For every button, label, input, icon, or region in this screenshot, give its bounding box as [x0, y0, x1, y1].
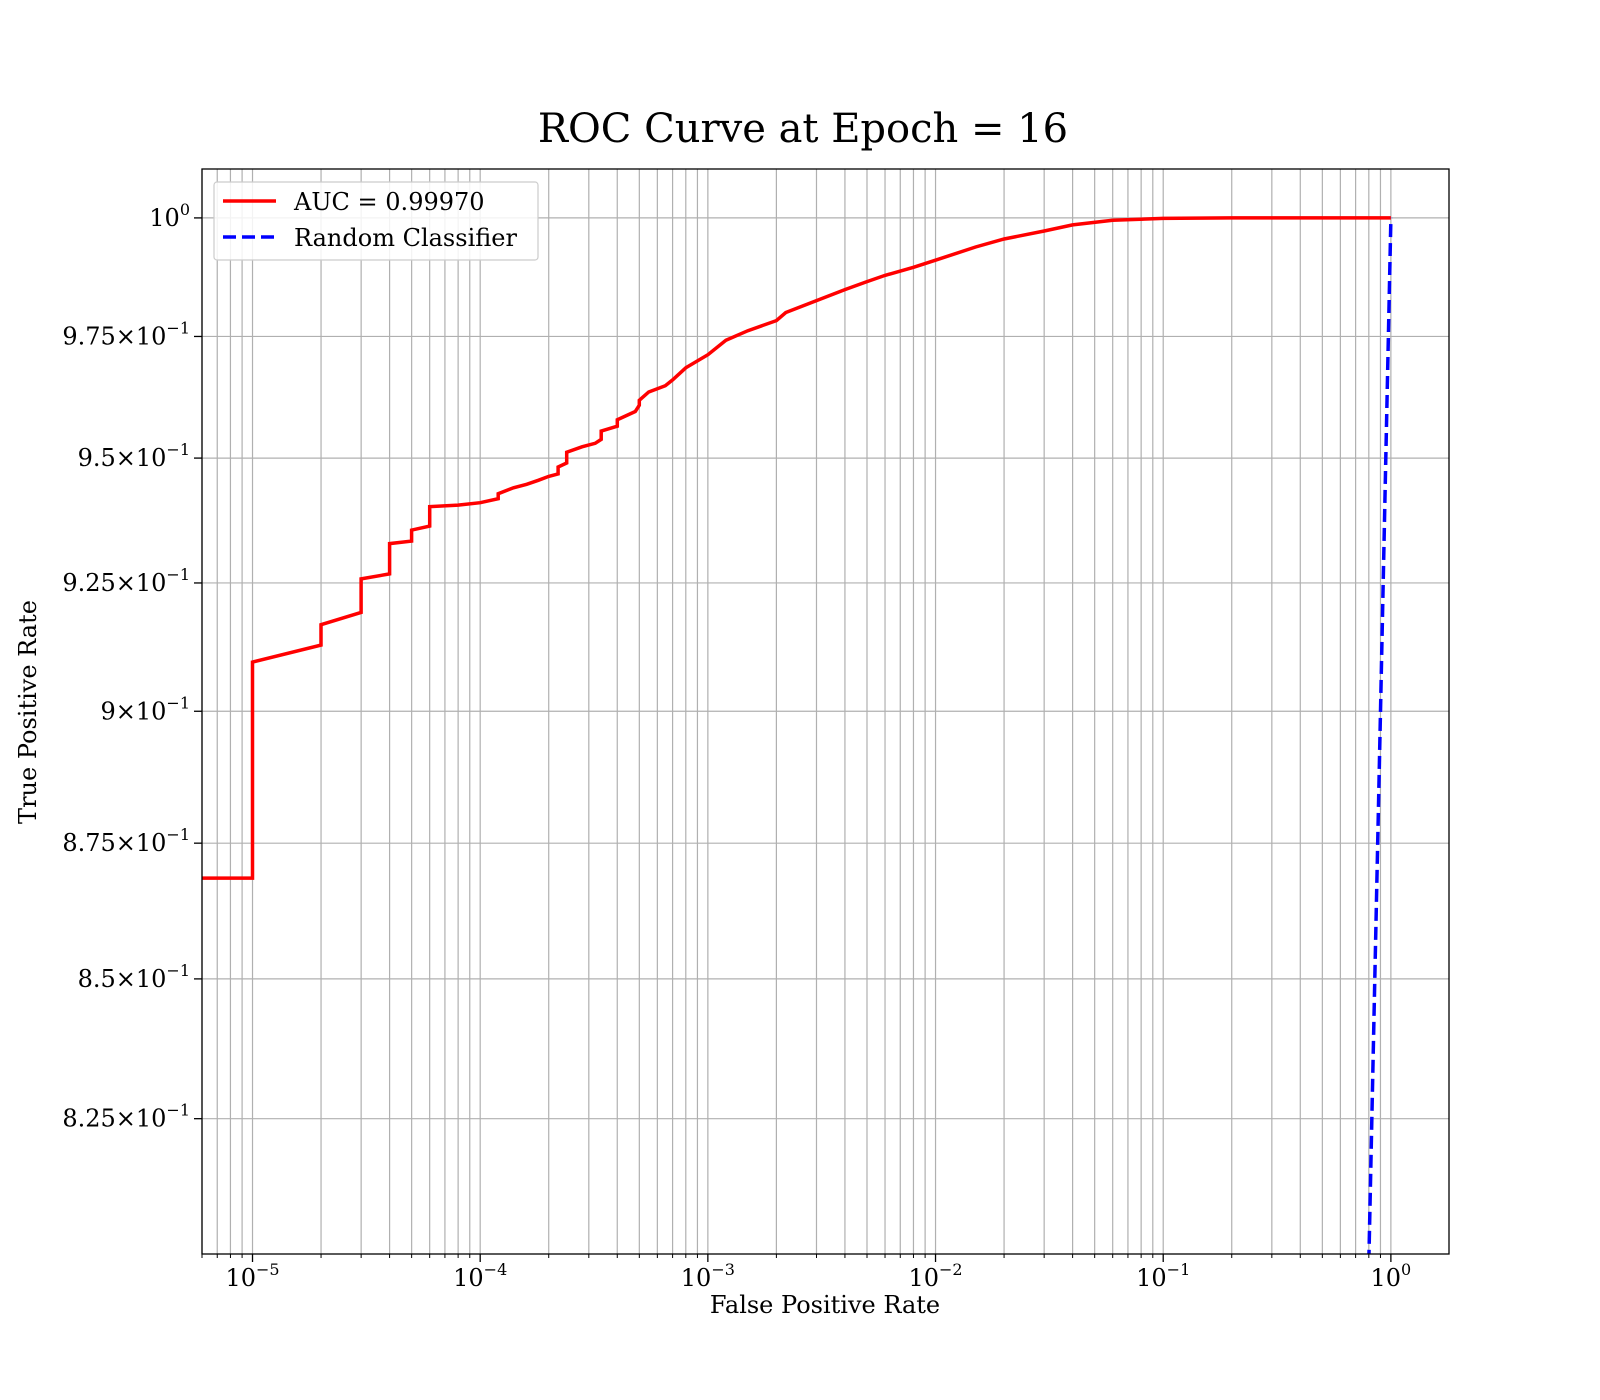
- y-axis-label: True Positive Rate: [14, 600, 42, 824]
- y-axis-ticks: 100 9.75×10−1 9.5×10−1 9.25×10−1 9×10−1 8.75×…: [62, 200, 202, 1133]
- x-tick-label: 100: [1371, 1260, 1412, 1292]
- legend-label-random: Random Classifier: [294, 224, 517, 252]
- y-tick-label: 8.75×10−1: [62, 825, 190, 857]
- legend-frame: [213, 181, 539, 261]
- grid: [201, 169, 1449, 1254]
- x-tick-label: 10−1: [1136, 1260, 1190, 1292]
- y-tick-label: 9×10−1: [100, 693, 190, 725]
- y-tick-label: 8.5×10−1: [78, 961, 190, 993]
- y-tick-label: 9.5×10−1: [78, 440, 190, 472]
- x-axis-label: False Positive Rate: [710, 1291, 940, 1319]
- series-layer: [202, 216, 1393, 1254]
- legend: AUC = 0.99970 Random Classifier: [213, 181, 539, 261]
- y-tick-label: 100: [149, 200, 190, 232]
- x-tick-label: 10−5: [225, 1260, 279, 1292]
- x-axis-ticks: 10−5 10−4 10−3 10−2 10−1 100: [201, 1254, 1412, 1292]
- chart-title: ROC Curve at Epoch = 16: [538, 106, 1068, 152]
- x-tick-label: 10−3: [681, 1260, 735, 1292]
- legend-label-auc: AUC = 0.99970: [293, 188, 485, 216]
- y-tick-label: 9.75×10−1: [62, 318, 190, 350]
- y-tick-label: 9.25×10−1: [62, 565, 190, 597]
- x-tick-label: 10−2: [908, 1260, 962, 1292]
- random-classifier-line: [1367, 217, 1393, 1254]
- y-tick-label: 8.25×10−1: [62, 1101, 190, 1133]
- roc-curve-line: [202, 216, 1391, 880]
- x-tick-label: 10−4: [453, 1260, 507, 1292]
